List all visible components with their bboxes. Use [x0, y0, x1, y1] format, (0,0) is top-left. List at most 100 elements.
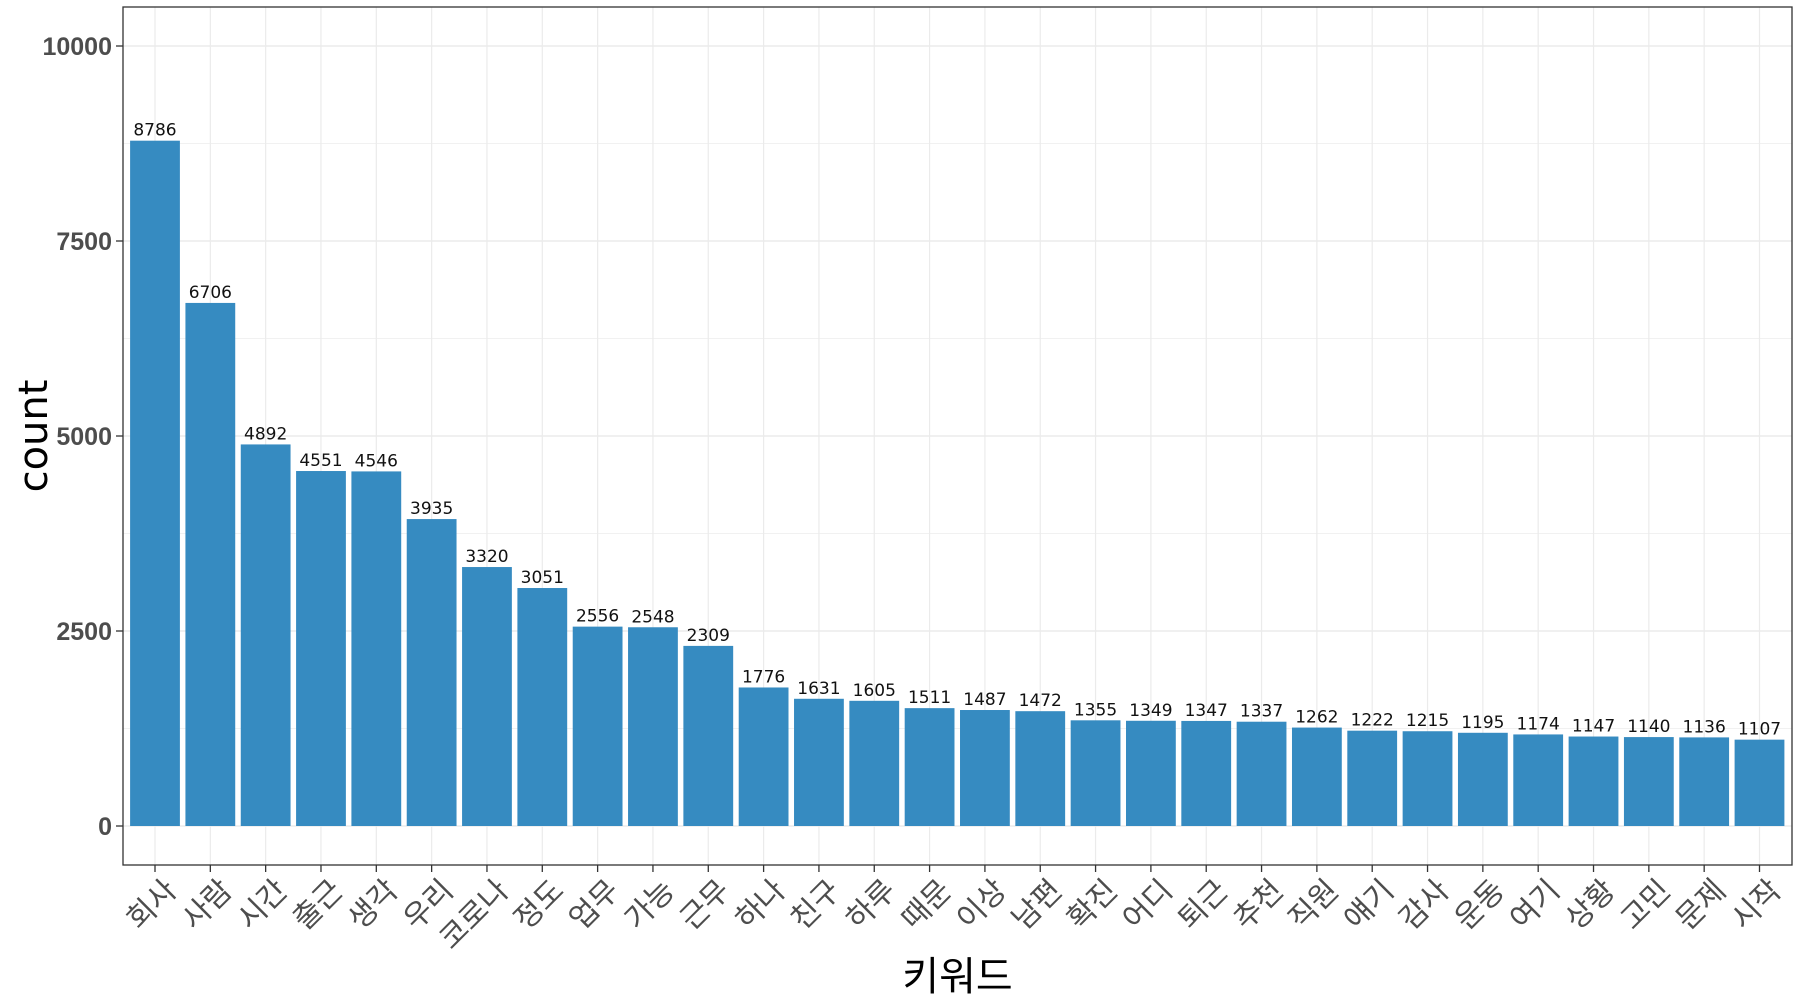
x-tick-label: 추천 — [1227, 873, 1291, 937]
y-tick-label: 2500 — [56, 618, 112, 646]
x-tick-label: 운동 — [1448, 873, 1512, 937]
y-tick-label: 7500 — [56, 228, 112, 256]
x-tick-label: 근무 — [673, 873, 737, 937]
bar-value-label: 1215 — [1406, 711, 1449, 731]
bar-value-label: 1147 — [1572, 717, 1615, 737]
x-tick-label: 하나 — [729, 873, 793, 937]
x-tick-label: 하루 — [839, 873, 903, 937]
bar-value-label: 1337 — [1240, 702, 1283, 722]
bar-value-label: 1605 — [853, 681, 896, 701]
bar-출근 — [296, 471, 346, 826]
bar-어디 — [1125, 720, 1176, 826]
x-tick-label: 사람 — [175, 873, 239, 937]
bar-value-label: 2548 — [631, 607, 674, 627]
bar-생각 — [351, 471, 402, 826]
bar-고민 — [1623, 737, 1674, 826]
x-tick-label: 시간 — [231, 873, 295, 937]
x-tick-label: 어디 — [1116, 873, 1180, 937]
bar-value-label: 1174 — [1517, 714, 1560, 734]
bar-value-label: 2309 — [687, 626, 730, 646]
x-tick-label: 이상 — [950, 873, 1014, 937]
bar-때문 — [904, 708, 955, 826]
bar-value-label: 3320 — [465, 547, 508, 567]
bar-남편 — [1015, 711, 1066, 826]
bar-value-label: 1140 — [1627, 717, 1670, 737]
x-tick-label: 때문 — [895, 873, 959, 937]
x-tick-label: 확진 — [1061, 873, 1125, 937]
bar-감사 — [1402, 731, 1453, 826]
bar-시작 — [1734, 739, 1785, 826]
bar-value-label: 1776 — [742, 667, 785, 687]
bar-value-label: 1631 — [797, 679, 840, 699]
x-tick-label: 얘기 — [1337, 873, 1401, 937]
bar-직원 — [1291, 727, 1342, 826]
bar-value-label: 4546 — [355, 451, 398, 471]
bar-여기 — [1513, 734, 1564, 826]
bar-value-label: 1487 — [963, 690, 1006, 710]
bar-이상 — [960, 710, 1010, 826]
bar-문제 — [1679, 737, 1730, 826]
bar-value-label: 6706 — [189, 283, 232, 303]
bar-value-label: 1136 — [1683, 717, 1726, 737]
x-tick-label: 정도 — [507, 873, 571, 937]
bar-근무 — [683, 645, 734, 826]
x-tick-label: 남편 — [1005, 873, 1069, 937]
y-tick-label: 10000 — [42, 33, 112, 61]
x-tick-label: 업무 — [563, 873, 627, 937]
x-tick-label: 시작 — [1725, 873, 1789, 937]
bar-value-label: 1195 — [1461, 713, 1504, 733]
bar-확진 — [1070, 720, 1121, 826]
bar-label-layer: 8786 6706 4892 4551 4546 3935 3320 3051 2556 2548… — [133, 121, 1781, 740]
x-axis-title: 키워드 — [902, 954, 1012, 1000]
y-axis: 0 2500 5000 7500 10000 — [42, 33, 123, 841]
x-tick-label: 고민 — [1614, 873, 1678, 937]
x-tick-label: 출근 — [286, 873, 350, 937]
x-tick-label: 친구 — [784, 873, 848, 937]
bar-value-label: 3051 — [521, 568, 564, 588]
bar-value-label: 2556 — [576, 607, 619, 627]
bar-layer — [130, 140, 1785, 826]
y-tick-label: 0 — [98, 813, 112, 841]
bar-하루 — [849, 700, 900, 826]
x-tick-label: 문제 — [1669, 873, 1733, 937]
bar-value-label: 1349 — [1129, 701, 1172, 721]
bar-친구 — [794, 698, 844, 826]
bar-시간 — [240, 444, 291, 826]
bar-사람 — [185, 302, 236, 826]
x-tick-label: 감사 — [1393, 873, 1457, 937]
bar-value-label: 1107 — [1738, 720, 1781, 740]
x-tick-label: 여기 — [1503, 873, 1567, 937]
bar-우리 — [406, 519, 457, 826]
bar-코로나 — [462, 567, 512, 826]
bar-추천 — [1236, 721, 1287, 826]
bar-value-label: 1472 — [1019, 691, 1062, 711]
bar-value-label: 3935 — [410, 499, 453, 519]
bar-value-label: 4892 — [244, 424, 287, 444]
bar-정도 — [517, 588, 568, 826]
bar-value-label: 1511 — [908, 688, 951, 708]
bar-value-label: 1222 — [1351, 711, 1394, 731]
y-tick-label: 5000 — [56, 423, 112, 451]
x-tick-label: 직원 — [1282, 873, 1346, 937]
bar-value-label: 4551 — [299, 451, 342, 471]
bar-업무 — [572, 626, 623, 826]
x-tick-label: 가능 — [618, 873, 682, 937]
bar-하나 — [738, 687, 789, 826]
x-tick-label: 생각 — [341, 873, 405, 937]
bar-상황 — [1568, 736, 1619, 826]
x-axis: 회사사람시간출근생각우리코로나정도업무가능근무하나친구하루때문이상남편확진어디퇴… — [120, 865, 1788, 956]
bar-가능 — [628, 627, 678, 826]
bar-회사 — [130, 140, 180, 826]
x-tick-label: 상황 — [1559, 873, 1623, 937]
bar-value-label: 8786 — [133, 121, 176, 141]
y-axis-title: count — [11, 380, 57, 493]
bar-value-label: 1355 — [1074, 700, 1117, 720]
x-tick-label: 회사 — [120, 873, 184, 937]
bar-얘기 — [1347, 730, 1398, 826]
bar-value-label: 1262 — [1295, 708, 1338, 728]
bar-운동 — [1457, 732, 1508, 826]
bar-value-label: 1347 — [1185, 701, 1228, 721]
bar-퇴근 — [1181, 720, 1232, 826]
